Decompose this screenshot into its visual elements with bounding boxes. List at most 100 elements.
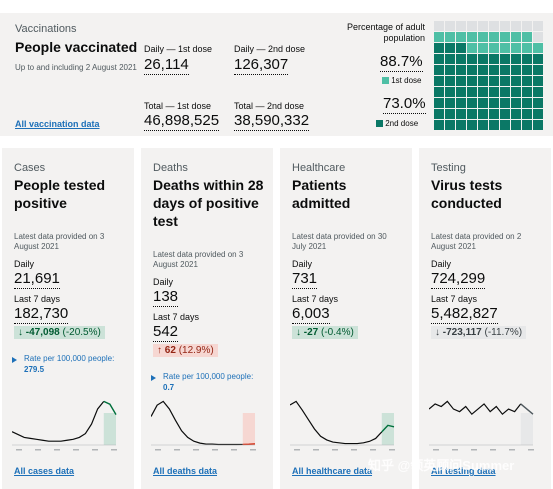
waffle-cell: [533, 120, 543, 130]
waffle-cell: [467, 76, 477, 86]
waffle-cell: [467, 120, 477, 130]
arrow-down-icon: ↓: [435, 327, 440, 338]
sparkline-tick-mark: [351, 449, 357, 451]
waffle-cell: [456, 120, 466, 130]
waffle-cell: [478, 43, 488, 53]
waffle-cell: [500, 54, 510, 64]
week-label: Last 7 days: [153, 312, 200, 322]
waffle-cell: [434, 43, 444, 53]
waffle-cell: [511, 120, 521, 130]
legend-second-swatch: [376, 120, 383, 127]
daily-first-value: 26,114: [144, 56, 189, 75]
week-value: 5,482,827: [431, 305, 498, 324]
waffle-cell: [500, 109, 510, 119]
total-first-label: Total — 1st dose: [144, 101, 212, 111]
waffle-cell: [467, 98, 477, 108]
waffle-cell: [467, 21, 477, 31]
total-second-label: Total — 2nd dose: [234, 101, 305, 111]
card-data-link[interactable]: All cases data: [14, 466, 75, 476]
legend-first-swatch: [382, 77, 389, 84]
daily-value: 724,299: [431, 270, 486, 289]
change-badge: ↓ -27 (-0.4%): [292, 326, 358, 339]
sparkline-tick-mark: [332, 449, 338, 451]
sparkline-tick-mark: [231, 449, 237, 451]
sparkline-tick-mark: [54, 449, 60, 451]
expand-triangle-icon[interactable]: [151, 375, 156, 381]
change-value: -27: [303, 327, 319, 338]
sparkline-line: [12, 400, 105, 442]
waffle-cell: [456, 87, 466, 97]
week-label: Last 7 days: [14, 294, 61, 304]
change-value: -723,117: [442, 327, 482, 338]
card-data-link[interactable]: All testing data: [431, 466, 496, 476]
waffle-cell: [522, 54, 532, 64]
waffle-cell: [478, 54, 488, 64]
card-date-note: Latest data provided on 3 August 2021: [14, 232, 105, 251]
waffle-cell: [478, 109, 488, 119]
waffle-cell: [511, 65, 521, 75]
change-badge: ↓ -47,098 (-20.5%): [14, 326, 105, 339]
vaccinations-category: Vaccinations: [15, 23, 77, 35]
all-vaccination-data-link[interactable]: All vaccination data: [15, 119, 100, 129]
waffle-cell: [456, 21, 466, 31]
daily-value: 731: [292, 270, 318, 289]
daily-second-value: 126,307: [234, 56, 289, 75]
waffle-cell: [522, 65, 532, 75]
daily-label: Daily: [153, 277, 174, 287]
change-percent: (-20.5%): [62, 327, 101, 338]
sparkline-tick-mark: [509, 449, 515, 451]
daily-value: 138: [153, 288, 179, 307]
waffle-cell: [434, 120, 444, 130]
arrow-down-icon: ↓: [18, 327, 23, 338]
waffle-cell: [489, 32, 499, 42]
waffle-cell: [456, 43, 466, 53]
waffle-cell: [478, 21, 488, 31]
waffle-cell: [511, 98, 521, 108]
waffle-cell: [478, 98, 488, 108]
waffle-cell: [500, 65, 510, 75]
card-date-note: Latest data provided on 2 August 2021: [431, 232, 522, 251]
waffle-cell: [456, 65, 466, 75]
percent-first-value: 88.7%: [380, 53, 423, 72]
card-date-note: Latest data provided on 3 August 2021: [153, 250, 244, 269]
waffle-cell: [533, 109, 543, 119]
legend-first: 1st dose: [382, 76, 421, 86]
change-percent: (-0.4%): [321, 327, 354, 338]
waffle-cell: [445, 98, 455, 108]
week-value: 182,730: [14, 305, 69, 324]
expand-triangle-icon[interactable]: [12, 357, 17, 363]
waffle-cell: [522, 43, 532, 53]
card-data-link[interactable]: All healthcare data: [292, 466, 373, 476]
rate-label: Rate per 100,000 people:: [24, 354, 115, 363]
daily-label: Daily: [14, 259, 35, 269]
waffle-cell: [445, 43, 455, 53]
sparkline-tick-mark: [250, 449, 256, 451]
rate-per-100k[interactable]: Rate per 100,000 people: 0.7: [163, 371, 253, 393]
waffle-cell: [511, 21, 521, 31]
change-badge: ↓ -723,117 (-11.7%): [431, 326, 527, 339]
percent-second-value: 73.0%: [383, 95, 426, 114]
sparkline-tick-mark: [16, 449, 22, 451]
waffle-cell: [434, 87, 444, 97]
change-badge: ↑ 62 (12.9%): [153, 344, 218, 357]
sparkline-tick-mark: [433, 449, 439, 451]
sparkline-tick-mark: [92, 449, 98, 451]
waffle-cell: [489, 76, 499, 86]
change-value: -47,098: [25, 327, 60, 338]
waffle-cell: [489, 120, 499, 130]
sparkline-tick-mark: [212, 449, 218, 451]
sparkline-tick-mark: [73, 449, 79, 451]
rate-value: 279.5: [24, 365, 45, 374]
waffle-cell: [522, 76, 532, 86]
watermark: 知乎 @领英顾问Summer: [368, 458, 515, 473]
sparkline-recent-line: [103, 400, 117, 415]
waffle-cell: [533, 32, 543, 42]
waffle-cell: [522, 21, 532, 31]
sparkline-tick-mark: [193, 449, 199, 451]
week-value: 6,003: [292, 305, 330, 324]
waffle-cell: [456, 76, 466, 86]
change-value: 62: [164, 345, 176, 356]
card-data-link[interactable]: All deaths data: [153, 466, 218, 476]
waffle-cell: [522, 120, 532, 130]
rate-per-100k[interactable]: Rate per 100,000 people: 279.5: [24, 353, 114, 375]
